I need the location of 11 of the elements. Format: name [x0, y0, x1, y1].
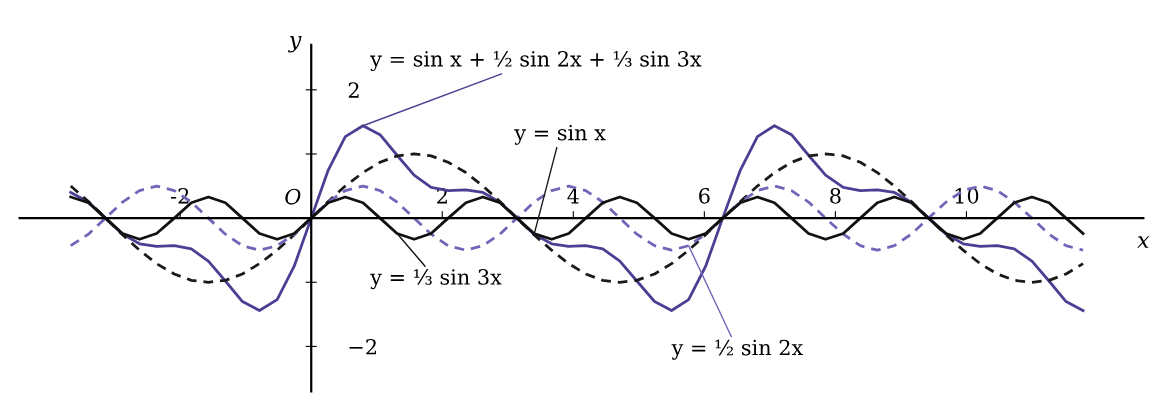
y-axis-title: y: [288, 35, 302, 53]
x-tick-label: 8: [830, 187, 841, 204]
text: y = ½ sin 2x: [671, 339, 804, 360]
x-axis-title: x: [1137, 236, 1150, 248]
legend-label: y = ⅓ sin 3x: [370, 269, 502, 290]
annotation: O: [285, 188, 301, 205]
text: y = sin x: [514, 124, 606, 145]
x-tick-label: 4: [567, 187, 579, 204]
text: y = sin x + ½ sin 2x + ⅓ sin 3x: [370, 50, 702, 72]
y-tick-label: −2: [349, 338, 376, 355]
x-tick-label: 6: [699, 187, 710, 204]
